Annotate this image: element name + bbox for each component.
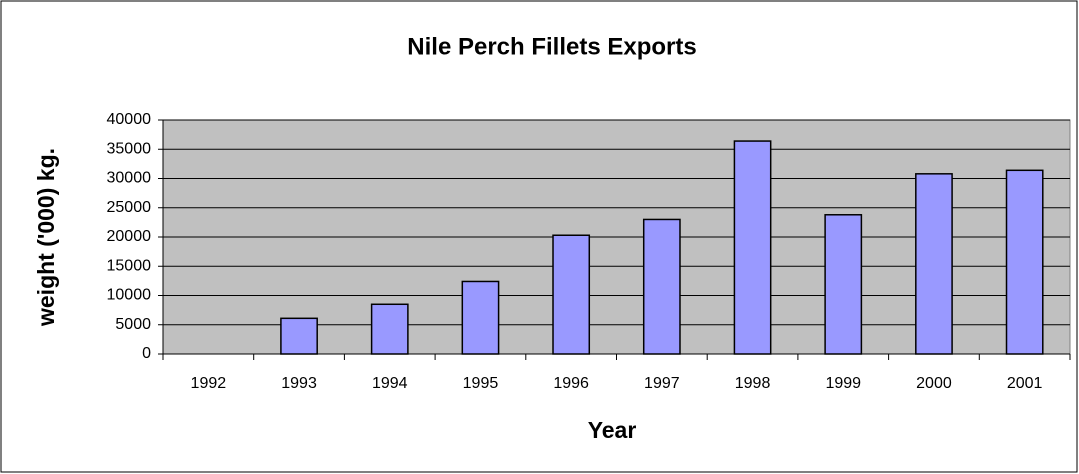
x-axis-title: Year xyxy=(588,417,637,443)
bar xyxy=(552,234,591,355)
x-tick-label: 1995 xyxy=(463,375,499,392)
y-tick-label: 40000 xyxy=(107,111,152,128)
y-tick-label: 35000 xyxy=(107,140,152,157)
x-tick-label: 1998 xyxy=(735,375,771,392)
x-tick-label: 1992 xyxy=(191,375,227,392)
bar xyxy=(1005,169,1044,355)
x-tick-label: 1996 xyxy=(553,375,589,392)
x-tick-label: 1993 xyxy=(281,375,317,392)
x-tick-label: 2000 xyxy=(916,375,952,392)
bar xyxy=(642,218,681,355)
y-tick-label: 20000 xyxy=(107,228,152,245)
bar xyxy=(280,317,318,355)
y-tick-label: 25000 xyxy=(107,199,152,216)
y-axis-title: weight ('000) kg. xyxy=(33,148,59,327)
x-tick-label: 2001 xyxy=(1007,375,1043,392)
y-tick-label: 0 xyxy=(142,345,151,362)
y-tick-label: 15000 xyxy=(107,257,152,274)
bar xyxy=(824,214,863,355)
y-tick-label: 30000 xyxy=(107,170,152,187)
bar xyxy=(370,303,409,355)
y-tick-label: 10000 xyxy=(107,287,152,304)
x-tick-label: 1997 xyxy=(644,375,680,392)
bar xyxy=(915,173,953,355)
x-tick-label: 1994 xyxy=(372,375,408,392)
bar xyxy=(733,140,772,355)
chart-title: Nile Perch Fillets Exports xyxy=(407,33,696,60)
y-tick-label: 5000 xyxy=(115,316,151,333)
bar xyxy=(461,280,500,355)
x-tick-label: 1999 xyxy=(825,375,861,392)
